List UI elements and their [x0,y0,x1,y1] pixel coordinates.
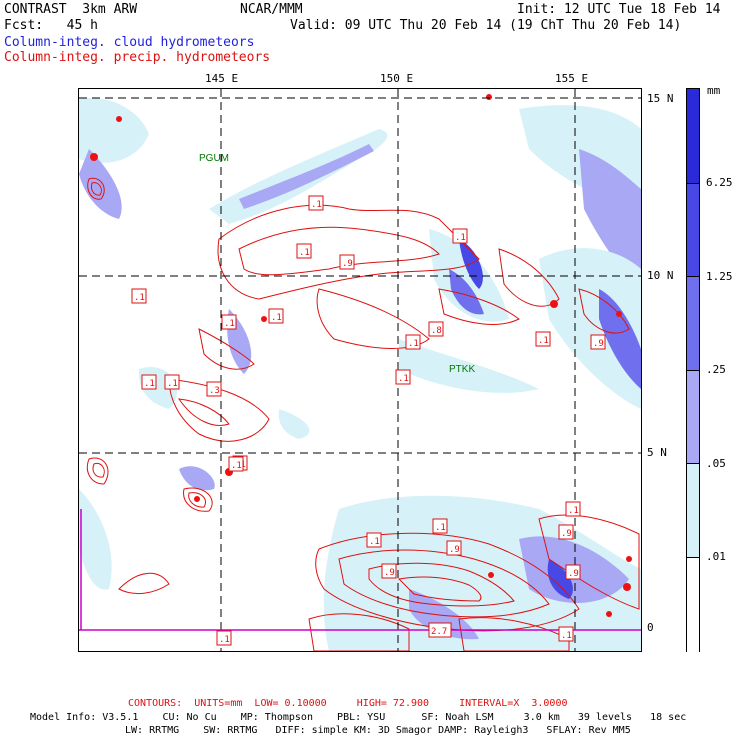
lat-label-0: 0 [647,621,654,634]
contour-label: .9 [381,563,397,579]
svg-text:.1: .1 [538,336,549,346]
svg-text:.9: .9 [342,259,353,269]
svg-text:.1: .1 [455,233,466,243]
svg-text:.1: .1 [435,523,446,533]
colorbar [686,88,700,652]
svg-text:.9: .9 [593,339,604,349]
contour-label: .1 [405,334,421,350]
colorbar-band [687,89,699,183]
model-title: CONTRAST 3km ARW [4,2,138,17]
valid-time: Valid: 09 UTC Thu 20 Feb 14 (19 ChT Thu … [290,18,682,33]
contour-label: .9 [446,540,462,556]
colorbar-band [687,276,699,371]
colorbar-unit: mm [707,84,721,97]
org-label: NCAR/MMM [240,2,303,17]
svg-text:.1: .1 [561,631,572,641]
contour-label: .1 [164,374,180,390]
colorbar-label: 1.25 [706,270,733,283]
contour-label: .1 [228,456,244,472]
precip-contours [86,177,640,651]
contour-label: .3 [206,381,222,397]
contour-label: .1 [268,308,284,324]
contour-info: CONTOURS: UNITS=mm LOW= 0.10000 HIGH= 72… [128,698,568,709]
contour-label: .9 [339,254,355,270]
svg-text:.9: .9 [561,529,572,539]
svg-text:.3: .3 [209,386,220,396]
colorbar-band [687,370,699,464]
station-ptkk: PTKK [449,364,475,375]
colorbar-label: .25 [706,363,726,376]
lon-label-145: 145 E [205,72,239,85]
svg-text:.9: .9 [568,569,579,579]
svg-text:.1: .1 [219,635,230,645]
colorbar-label: .01 [706,550,726,563]
contour-label: .1 [221,314,237,330]
contour-label: .1 [452,228,468,244]
svg-text:.1: .1 [224,319,235,329]
colorbar-band [687,557,699,652]
contour-label: .1 [432,518,448,534]
lat-label-5n: 5 N [647,446,667,459]
contour-label: .1 [308,195,324,211]
contour-labels: .1 .1 .9 .1 .1 .1 .1 .1 .1 .3 .1 .1 .8 .… [131,195,606,646]
contour-label: 2.7 [428,622,452,638]
contour-label: .1 [366,532,382,548]
contour-label: .9 [558,524,574,540]
colorbar-label: 6.25 [706,176,733,189]
svg-text:.1: .1 [231,461,242,471]
cloud-shading [79,98,641,651]
lat-label-10n: 10 N [647,269,674,282]
lat-label-15n: 15 N [647,92,674,105]
svg-text:2.7: 2.7 [431,627,447,637]
model-info-line2: LW: RRTMG SW: RRTMG DIFF: simple KM: 3D … [125,725,631,736]
lon-label-155: 155 E [555,72,589,85]
colorbar-band [687,463,699,558]
svg-text:.1: .1 [299,248,310,258]
contour-label: .9 [590,334,606,350]
map-canvas: PGUM PTKK .1 .1 .9 .1 .1 .1 .1 .1 .1 .3 … [79,89,641,651]
forecast-hour: Fcst: 45 h [4,18,98,33]
svg-text:.1: .1 [408,339,419,349]
station-pgum: PGUM [199,153,229,164]
contour-label: .1 [395,369,411,385]
lon-label-150: 150 E [380,72,414,85]
svg-text:.9: .9 [384,568,395,578]
contour-label: .1 [558,626,574,642]
legend-precip: Column-integ. precip. hydrometeors [4,50,271,65]
contour-label: .8 [428,321,444,337]
svg-text:.1: .1 [144,379,155,389]
legend-cloud: Column-integ. cloud hydrometeors [4,35,255,50]
svg-text:.1: .1 [134,293,145,303]
svg-text:.1: .1 [167,379,178,389]
map-panel: PGUM PTKK .1 .1 .9 .1 .1 .1 .1 .1 .1 .3 … [78,88,642,652]
init-time: Init: 12 UTC Tue 18 Feb 14 [517,2,721,17]
contour-label: .1 [296,243,312,259]
inner-domain-boundary [80,509,641,631]
contour-label: .1 [141,374,157,390]
svg-text:.8: .8 [431,326,442,336]
colorbar-label: .05 [706,457,726,470]
svg-text:.1: .1 [568,506,579,516]
svg-text:.1: .1 [311,200,322,210]
colorbar-band [687,183,699,277]
svg-text:.1: .1 [369,537,380,547]
contour-label: .1 [216,630,232,646]
contour-label: .1 [131,288,147,304]
model-info-line1: Model Info: V3.5.1 CU: No Cu MP: Thompso… [30,712,687,723]
contour-label: .1 [565,501,581,517]
svg-text:.9: .9 [449,545,460,555]
contour-label: .1 [535,331,551,347]
contour-label: .9 [565,564,581,580]
svg-text:.1: .1 [398,374,409,384]
svg-text:.1: .1 [271,313,282,323]
stations: PGUM PTKK [199,153,475,375]
